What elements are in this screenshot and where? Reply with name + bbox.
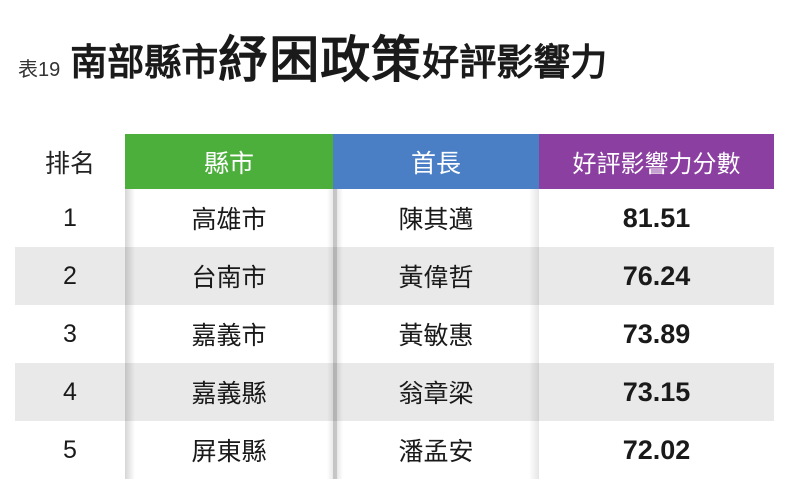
score-cell: 76.24 bbox=[622, 260, 691, 291]
head-cell: 黃偉哲 bbox=[398, 263, 474, 292]
head-cell: 黃敏惠 bbox=[398, 321, 474, 350]
table-number-label: 表19 bbox=[18, 59, 61, 81]
head-cell: 翁章梁 bbox=[398, 379, 474, 408]
table-row: 1 高雄市 陳其邁 81.51 bbox=[15, 189, 774, 247]
table-row: 4 嘉義縣 翁章梁 73.15 bbox=[15, 363, 774, 421]
title-suffix: 好評影響力 bbox=[422, 41, 608, 84]
county-cell: 嘉義市 bbox=[191, 321, 267, 350]
header-score: 好評影響力分數 bbox=[539, 134, 774, 189]
county-cell: 屏東縣 bbox=[191, 437, 267, 466]
ranking-table: 排名 縣市 首長 好評影響力分數 1 高雄市 陳其邁 81.51 2 台南市 黃… bbox=[15, 134, 774, 479]
score-cell: 73.89 bbox=[622, 318, 691, 349]
head-cell: 陳其邁 bbox=[398, 205, 474, 234]
page-title: 表19 南部縣市 紓困政策 好評影響力 bbox=[18, 22, 607, 92]
table-row: 2 台南市 黃偉哲 76.24 bbox=[15, 247, 774, 305]
rank-cell: 2 bbox=[63, 261, 77, 290]
county-cell: 高雄市 bbox=[191, 205, 267, 234]
table-row: 5 屏東縣 潘孟安 72.02 bbox=[15, 421, 774, 479]
score-cell: 73.15 bbox=[622, 376, 691, 407]
header-head: 首長 bbox=[333, 134, 539, 189]
header-rank: 排名 bbox=[44, 148, 95, 178]
county-cell: 台南市 bbox=[191, 263, 267, 292]
score-cell: 81.51 bbox=[622, 202, 691, 233]
rank-cell: 3 bbox=[63, 319, 77, 348]
county-cell: 嘉義縣 bbox=[191, 379, 267, 408]
rank-cell: 4 bbox=[63, 377, 77, 406]
head-cell: 潘孟安 bbox=[398, 437, 474, 466]
title-emphasis: 紓困政策 bbox=[218, 31, 423, 89]
rank-cell: 5 bbox=[63, 435, 77, 464]
rank-cell: 1 bbox=[63, 203, 77, 232]
score-cell: 72.02 bbox=[622, 434, 691, 465]
header-county: 縣市 bbox=[125, 134, 333, 189]
table-row: 3 嘉義市 黃敏惠 73.89 bbox=[15, 305, 774, 363]
table-header-row: 排名 縣市 首長 好評影響力分數 bbox=[15, 134, 774, 189]
title-prefix: 南部縣市 bbox=[70, 41, 219, 84]
